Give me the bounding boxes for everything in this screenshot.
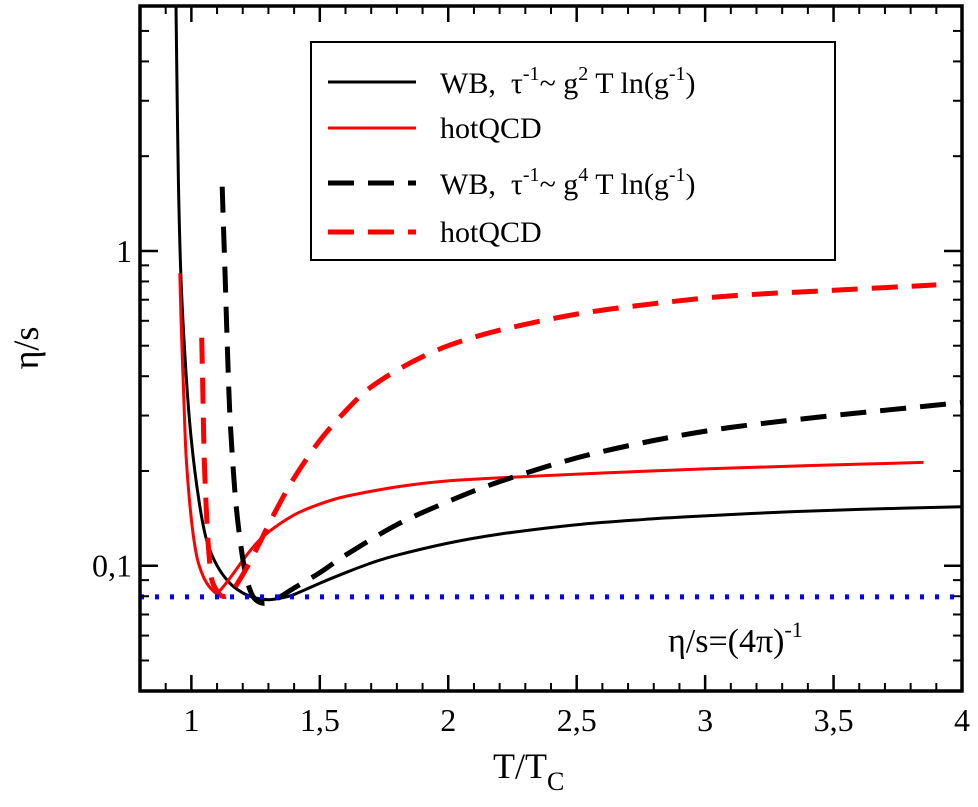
series-line-2 [219, 186, 962, 606]
series-line-1 [178, 273, 924, 595]
series-line-3 [199, 282, 937, 599]
legend-box [310, 41, 836, 261]
x-axis-label-sub: C [547, 767, 564, 796]
y-tick-label: 0,1 [92, 548, 132, 584]
legend-label-wb-g4: WB, τ-1~ g4 T ln(g-1) [440, 164, 696, 201]
legend-label-hotqcd-dashed: hotQCD [440, 216, 542, 249]
x-tick-label: 1,5 [300, 702, 340, 738]
series-layer [140, 6, 962, 606]
x-tick-label: 1 [183, 702, 199, 738]
x-tick-label: 3 [697, 702, 713, 738]
legend-wb-g4-sup3: -1 [669, 164, 686, 186]
y-axis-label: η/s [6, 327, 46, 370]
legend-wb-g2-sup1: -1 [523, 63, 540, 85]
y-tick-label: 1 [116, 233, 132, 269]
x-tick-label: 2,5 [557, 702, 597, 738]
x-tick-label: 4 [954, 702, 970, 738]
legend: WB, τ-1~ g2 T ln(g-1) hotQCD WB, τ-1~ g4… [310, 41, 836, 261]
x-tick-label: 3,5 [814, 702, 854, 738]
legend-wb-g4-sup2: 4 [578, 164, 588, 186]
legend-wb-g4-sup1: -1 [523, 164, 540, 186]
x-axis-label: T/TC [493, 746, 564, 796]
kss-bound-sup: -1 [784, 617, 802, 642]
legend-label-wb-g2: WB, τ-1~ g2 T ln(g-1) [440, 63, 696, 100]
legend-label-hotqcd-solid: hotQCD [440, 112, 542, 145]
tick-layer: 1 1,5 2 2,5 3 3,5 4 0,1 1 [92, 6, 970, 738]
kss-bound-annotation: η/s=(4π)-1 [668, 617, 803, 660]
x-axis-label-main: T/T [493, 746, 547, 786]
legend-wb-g2-sup3: -1 [669, 63, 686, 85]
legend-wb-g2-sup2: 2 [578, 63, 588, 85]
x-tick-label: 2 [440, 702, 456, 738]
